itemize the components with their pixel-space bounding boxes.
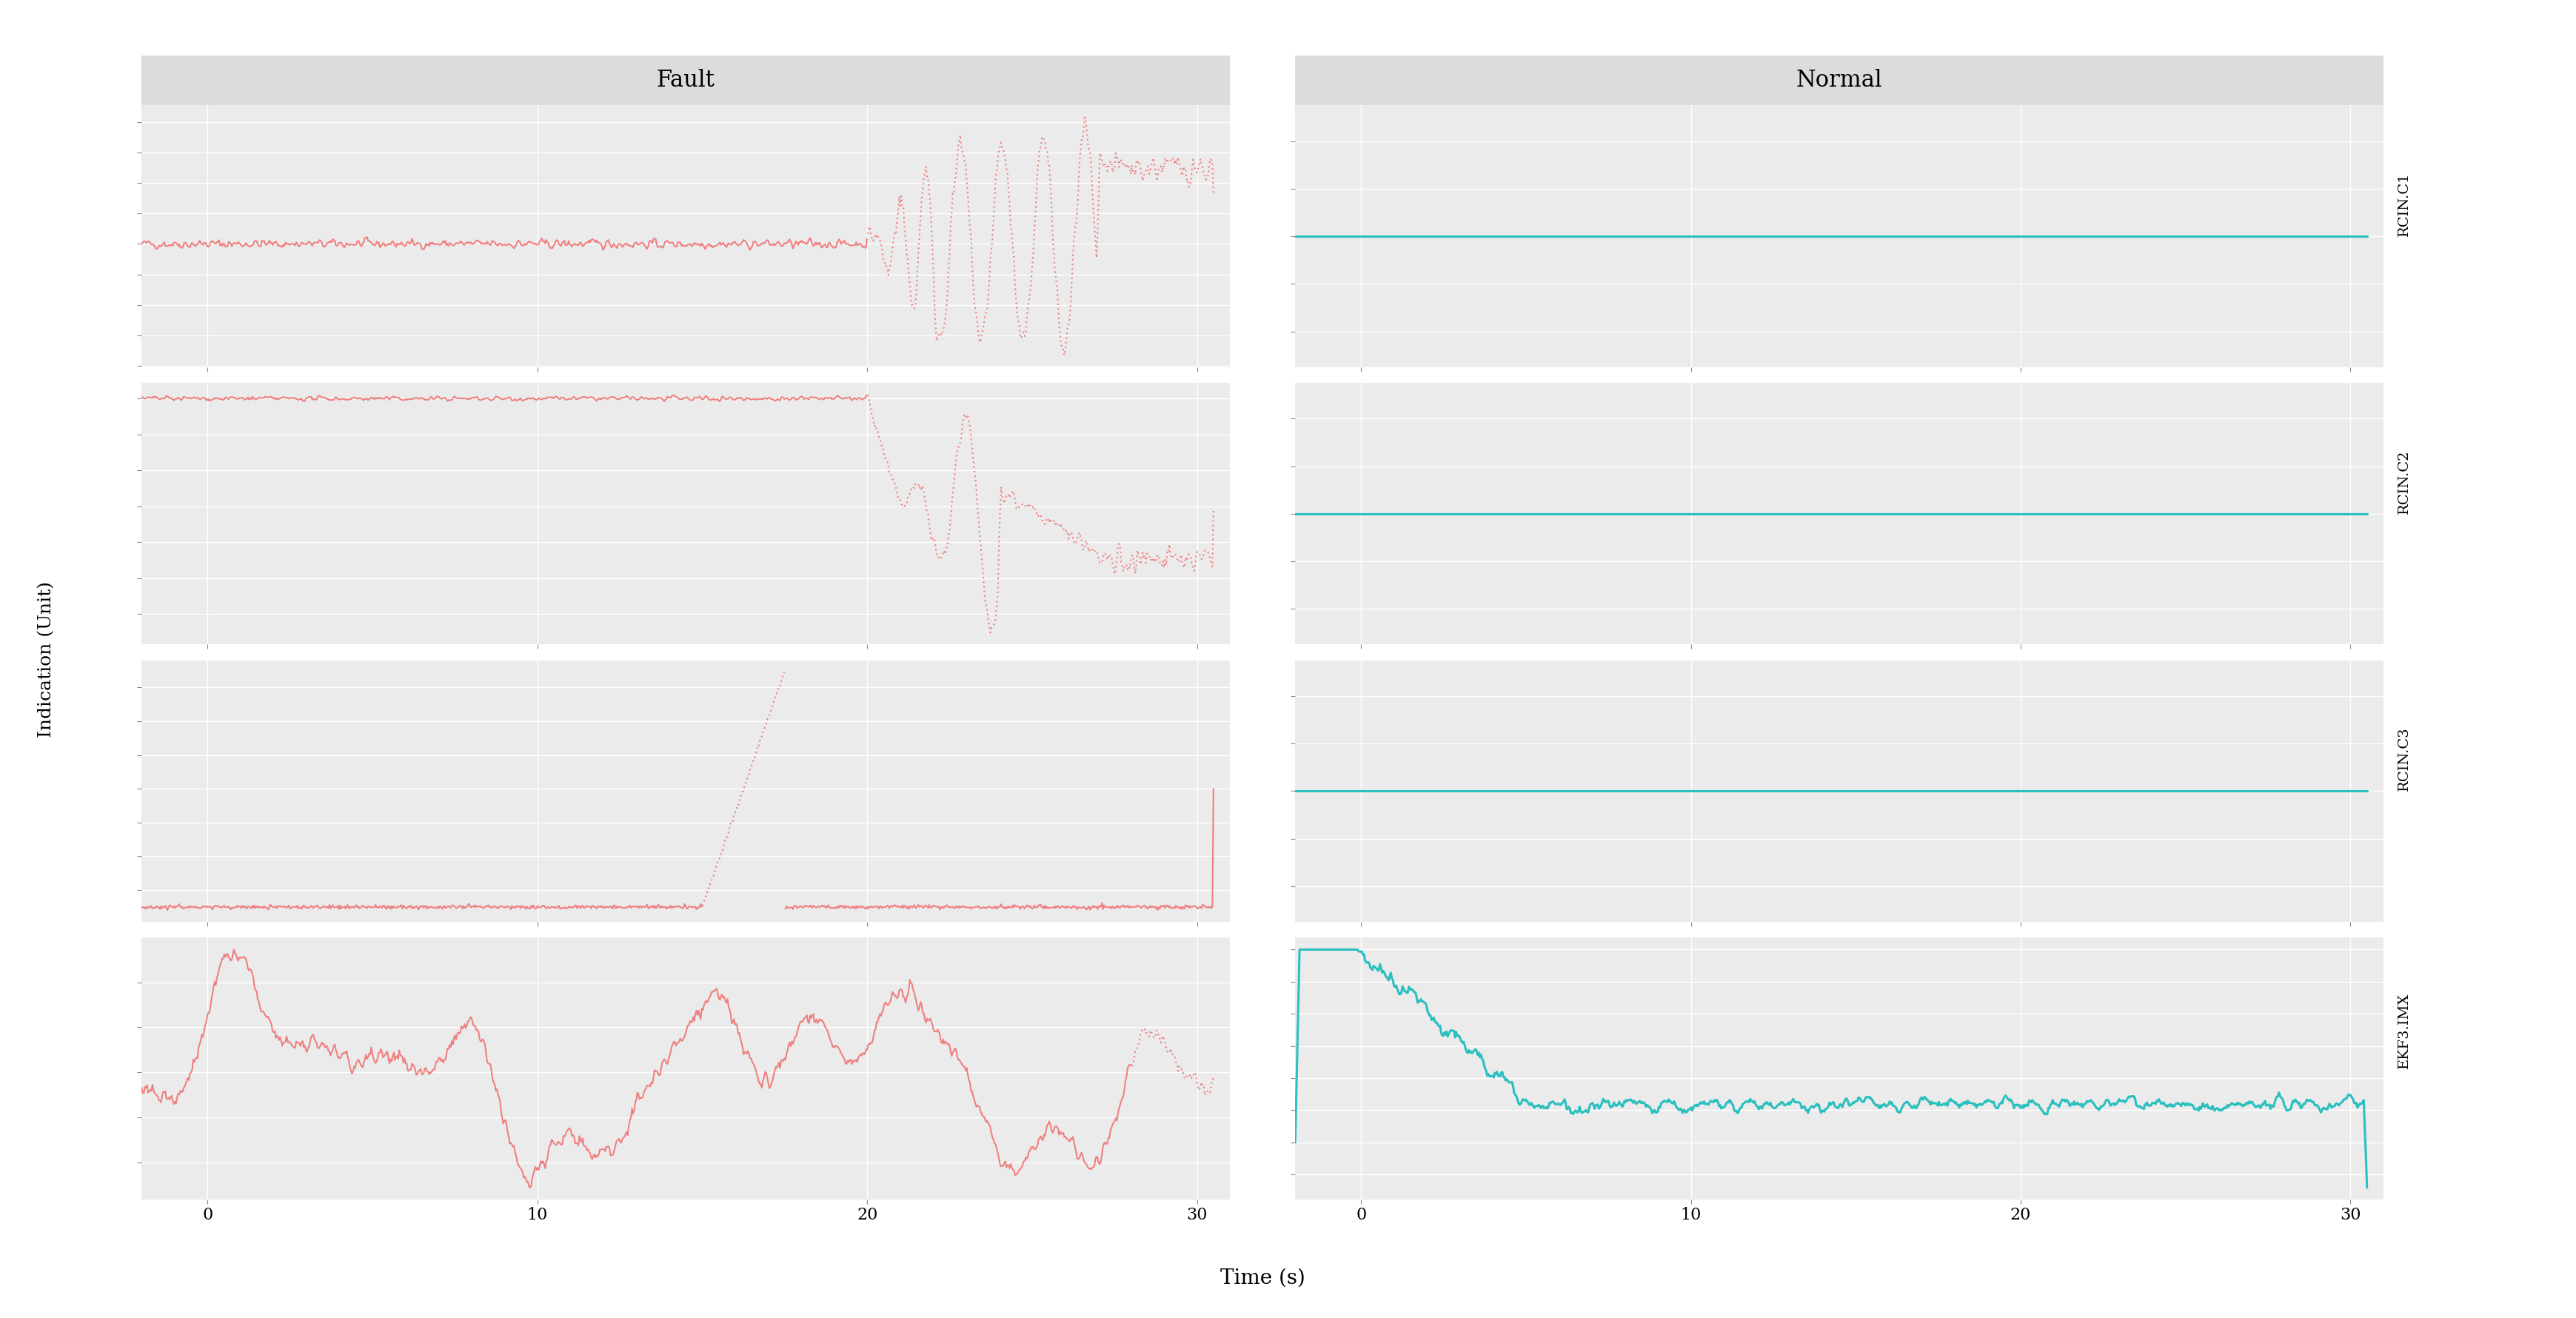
Text: RCIN.C2: RCIN.C2 [2396,449,2411,514]
Text: RCIN.C3: RCIN.C3 [2396,728,2411,791]
Text: Fault: Fault [657,69,714,92]
Text: RCIN.C1: RCIN.C1 [2396,173,2411,236]
Text: EKF3.IMX: EKF3.IMX [2396,992,2411,1069]
Text: Indication (Unit): Indication (Unit) [39,581,54,737]
Text: Normal: Normal [1795,69,1883,92]
Text: Time (s): Time (s) [1218,1268,1306,1289]
